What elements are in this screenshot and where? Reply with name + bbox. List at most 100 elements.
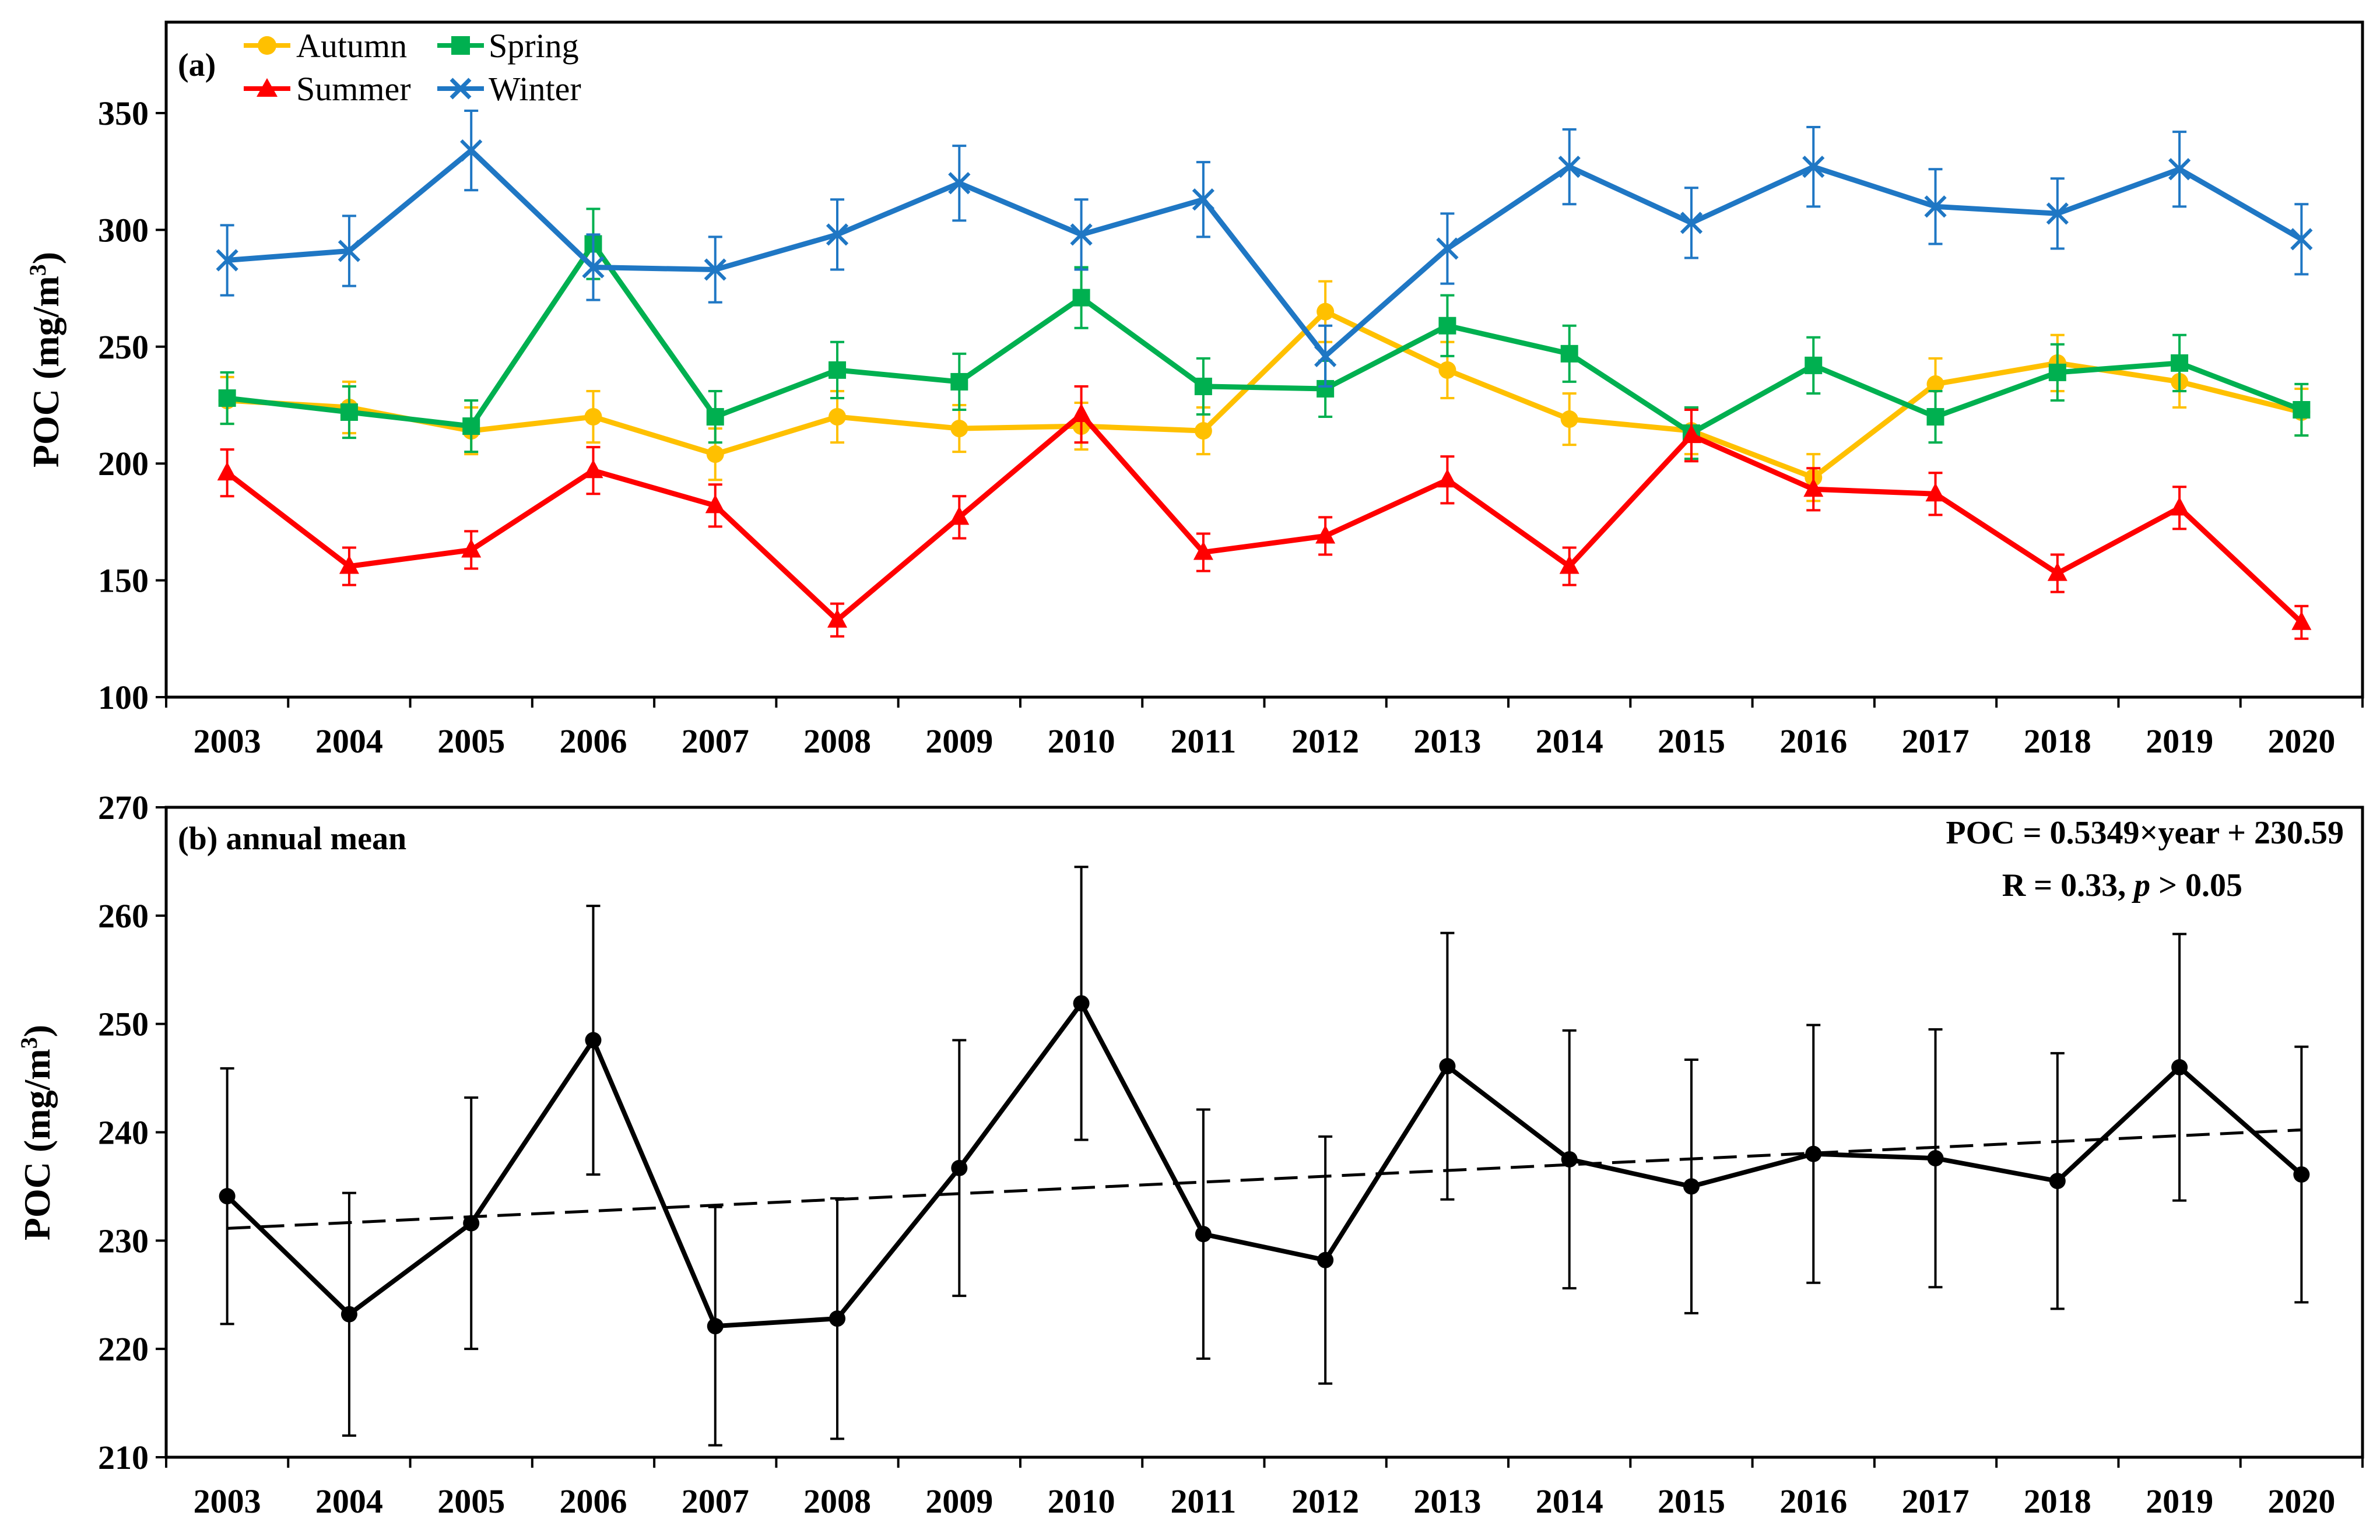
data-point — [2047, 562, 2067, 581]
trend-equation: POC = 0.5349×year + 230.59 — [1946, 815, 2344, 851]
data-point — [948, 172, 971, 195]
x-tick-label: 2015 — [1658, 722, 1725, 760]
legend: Autumn Spring Summer Winter — [244, 27, 581, 108]
data-point — [1315, 525, 1336, 544]
x-tick-label: 2010 — [1048, 722, 1115, 760]
x-tick-label: 2009 — [925, 1482, 993, 1520]
data-point — [705, 494, 725, 514]
x-tick-label: 2014 — [1536, 722, 1603, 760]
data-point — [1193, 541, 1213, 560]
data-point — [461, 539, 482, 558]
data-point — [1561, 1151, 1578, 1168]
panel-a-label: (a) — [178, 47, 216, 83]
data-point — [338, 240, 361, 262]
x-tick-label: 2018 — [2024, 1482, 2091, 1520]
data-point — [829, 1310, 846, 1327]
data-point — [460, 139, 483, 162]
data-point — [1439, 1058, 1456, 1075]
data-point — [1560, 410, 1578, 428]
data-point — [1925, 483, 1946, 502]
y-tick-label: 200 — [98, 445, 149, 483]
series-winter — [216, 109, 2313, 388]
data-point — [1438, 317, 1456, 335]
data-point — [340, 403, 358, 421]
data-point — [2293, 401, 2311, 419]
data-point — [1560, 344, 1578, 363]
x-tick-label: 2006 — [559, 722, 627, 760]
data-point — [704, 258, 726, 281]
data-point — [340, 1306, 357, 1323]
x-tick-label: 2004 — [315, 722, 383, 760]
panel-b-ylabel: POC (mg/m3) — [16, 1025, 58, 1240]
y-tick-label: 240 — [98, 1114, 149, 1152]
panel-a: 100 150 200 250 300 350 2003 2004 2005 2006 2007 2… — [24, 20, 2364, 760]
data-point — [1805, 356, 1823, 374]
data-point — [219, 1188, 236, 1205]
panel-b-label: (b) annual mean — [178, 821, 406, 857]
x-tick-label: 2020 — [2267, 1482, 2335, 1520]
x-tick-label: 2007 — [682, 722, 749, 760]
x-tick-label: 2011 — [1170, 1482, 1236, 1520]
data-point — [1192, 188, 1214, 211]
y-tick-label: 300 — [98, 211, 149, 249]
legend-winter-label: Winter — [489, 70, 581, 108]
data-point — [949, 506, 970, 525]
data-point — [2171, 354, 2189, 372]
legend-autumn-marker — [258, 36, 276, 55]
x-tick-label: 2008 — [803, 722, 871, 760]
data-point — [1317, 303, 1335, 321]
x-tick-label: 2003 — [194, 1482, 261, 1520]
data-point — [707, 1318, 724, 1335]
x-tick-label: 2020 — [2267, 722, 2335, 760]
data-point — [2168, 158, 2191, 181]
x-tick-label: 2016 — [1779, 1482, 1847, 1520]
series-line — [227, 239, 2302, 437]
data-point — [584, 408, 602, 426]
panel-a-ylabel: POC (mg/m3) — [24, 252, 66, 467]
x-tick-label: 2016 — [1779, 722, 1847, 760]
data-point — [1072, 289, 1090, 307]
data-point — [2171, 1059, 2188, 1075]
data-point — [2293, 1166, 2310, 1183]
data-point — [1683, 1178, 1700, 1195]
legend-winter-marker — [450, 78, 472, 100]
x-tick-label: 2019 — [2146, 722, 2213, 760]
data-point — [339, 555, 359, 574]
data-point — [950, 420, 968, 438]
x-tick-label: 2014 — [1536, 1482, 1603, 1520]
data-point — [1070, 223, 1093, 246]
data-point — [1926, 408, 1944, 426]
data-point — [1194, 377, 1212, 395]
data-point — [1194, 422, 1212, 440]
data-point — [1317, 1251, 1334, 1268]
y-tick-label: 260 — [98, 897, 149, 935]
x-tick-label: 2018 — [2024, 722, 2091, 760]
x-tick-label: 2013 — [1413, 1482, 1481, 1520]
data-point — [2170, 497, 2190, 516]
y-tick-label: 250 — [98, 1005, 149, 1043]
x-tick-label: 2013 — [1413, 722, 1481, 760]
panel-b: 210 220 230 240 250 260 270 2003 2004 2005 2006 20… — [16, 789, 2364, 1520]
series-summer — [217, 385, 2312, 640]
data-point — [706, 445, 724, 463]
legend-spring-label: Spring — [489, 27, 579, 65]
x-tick-label: 2017 — [1902, 1482, 1970, 1520]
x-tick-label: 2004 — [315, 1482, 383, 1520]
x-tick-label: 2005 — [437, 722, 505, 760]
data-point — [2291, 611, 2312, 630]
data-point — [1073, 995, 1090, 1012]
x-tick-label: 2006 — [559, 1482, 627, 1520]
data-point — [216, 249, 238, 272]
data-point — [1681, 424, 1701, 444]
y-tick-label: 220 — [98, 1330, 149, 1368]
data-point — [1805, 1145, 1822, 1162]
data-point — [585, 1032, 602, 1049]
x-tick-label: 2011 — [1170, 722, 1236, 760]
data-point — [1437, 469, 1458, 488]
x-tick-label: 2019 — [2146, 1482, 2213, 1520]
data-point — [583, 459, 603, 479]
x-tick-label: 2009 — [925, 722, 993, 760]
data-point — [463, 1215, 480, 1232]
data-point — [1680, 212, 1703, 234]
data-point — [2290, 228, 2313, 251]
